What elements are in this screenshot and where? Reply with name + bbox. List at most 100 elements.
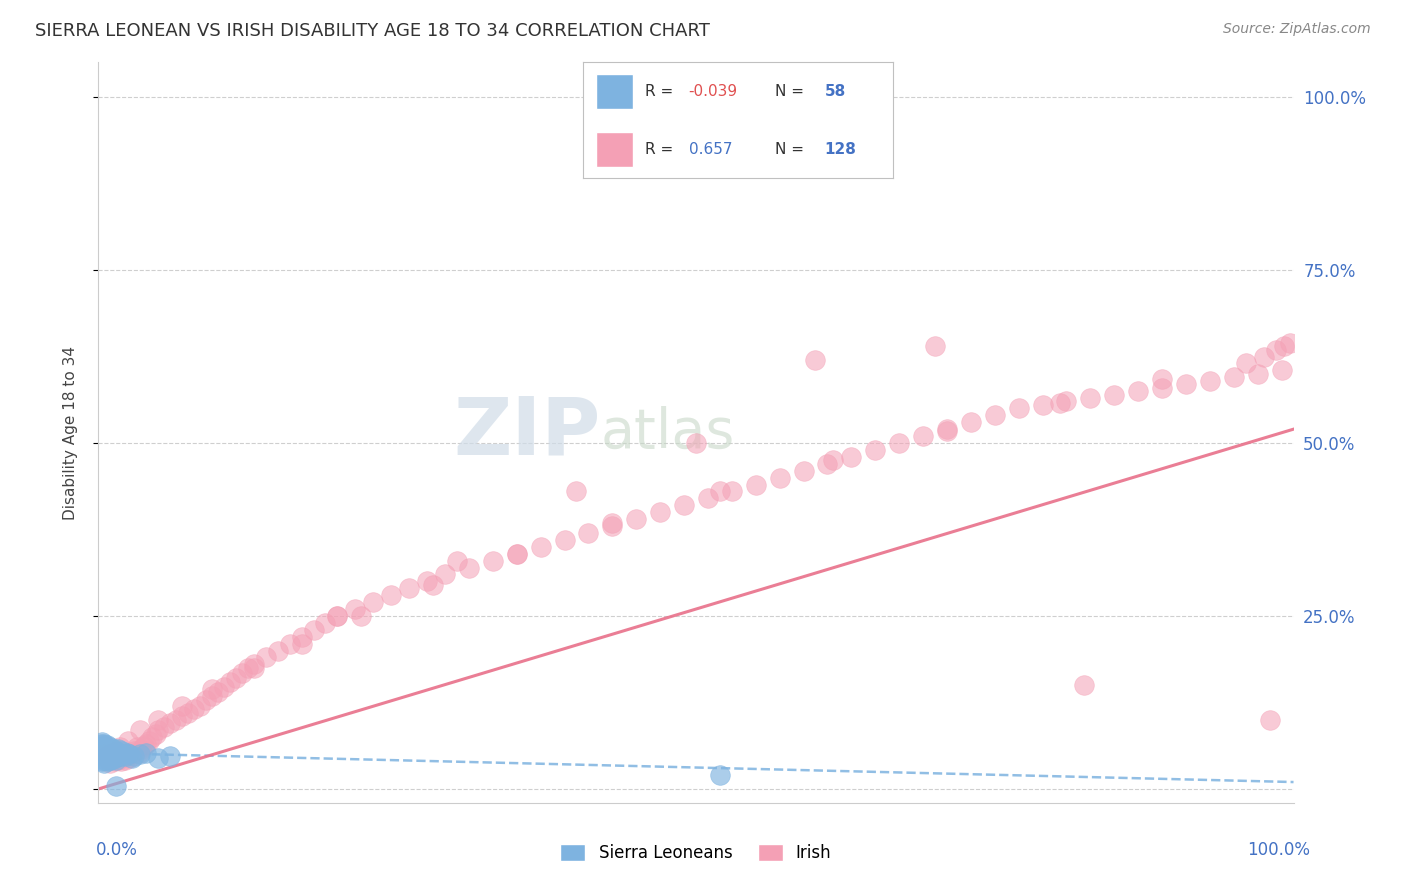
Point bbox=[1056, 394, 1078, 409]
Point bbox=[626, 512, 648, 526]
Point bbox=[93, 756, 115, 770]
Point bbox=[153, 720, 176, 734]
Point bbox=[267, 643, 290, 657]
Point bbox=[117, 746, 139, 760]
Point bbox=[554, 533, 576, 547]
Point bbox=[602, 519, 624, 533]
Point bbox=[98, 745, 121, 759]
Point bbox=[380, 588, 402, 602]
Point bbox=[94, 753, 117, 767]
Point bbox=[183, 702, 205, 716]
Point bbox=[231, 665, 253, 680]
Point bbox=[115, 746, 138, 760]
Point bbox=[565, 484, 588, 499]
Point bbox=[172, 698, 194, 713]
Point bbox=[236, 661, 259, 675]
Point bbox=[1234, 356, 1257, 370]
Point bbox=[121, 747, 143, 762]
Point bbox=[115, 748, 138, 763]
Point bbox=[984, 409, 1007, 423]
Point bbox=[195, 693, 218, 707]
Point bbox=[91, 747, 114, 762]
Point bbox=[924, 339, 946, 353]
Text: 0.0%: 0.0% bbox=[96, 840, 138, 858]
Point bbox=[96, 751, 118, 765]
Point bbox=[1152, 372, 1174, 386]
Point bbox=[326, 609, 349, 624]
Point bbox=[1175, 377, 1198, 392]
Point bbox=[148, 751, 170, 765]
Point bbox=[97, 748, 120, 763]
Point bbox=[936, 422, 959, 436]
Point bbox=[841, 450, 863, 464]
Bar bbox=[596, 74, 633, 109]
Point bbox=[110, 748, 132, 763]
Point bbox=[135, 746, 157, 760]
Point bbox=[121, 751, 143, 765]
Point bbox=[1278, 335, 1301, 350]
Point bbox=[135, 737, 157, 751]
Legend: Sierra Leoneans, Irish: Sierra Leoneans, Irish bbox=[554, 837, 838, 869]
Text: R =: R = bbox=[645, 142, 673, 157]
Point bbox=[148, 713, 170, 727]
Point bbox=[105, 779, 128, 793]
Point bbox=[104, 744, 127, 758]
Point bbox=[96, 744, 118, 758]
Point bbox=[91, 754, 114, 768]
Point bbox=[98, 756, 122, 770]
Point bbox=[105, 746, 128, 760]
Point bbox=[132, 739, 155, 753]
Point bbox=[97, 753, 120, 767]
Point bbox=[114, 748, 136, 763]
Point bbox=[326, 609, 349, 624]
Point bbox=[481, 554, 505, 568]
Point bbox=[1199, 374, 1222, 388]
Point bbox=[936, 424, 959, 438]
Point bbox=[201, 681, 224, 696]
Point bbox=[97, 747, 120, 762]
Point bbox=[91, 753, 114, 767]
Point bbox=[278, 637, 301, 651]
Point bbox=[94, 740, 117, 755]
Point bbox=[201, 689, 224, 703]
Point bbox=[93, 737, 115, 751]
Point bbox=[960, 415, 983, 429]
Point bbox=[89, 747, 111, 762]
Point bbox=[107, 748, 129, 763]
Point bbox=[865, 442, 887, 457]
Point bbox=[98, 753, 122, 767]
Point bbox=[97, 754, 120, 768]
Point bbox=[138, 733, 160, 747]
Point bbox=[1271, 363, 1294, 377]
Text: 58: 58 bbox=[825, 84, 846, 99]
Point bbox=[129, 723, 152, 738]
Text: -0.039: -0.039 bbox=[689, 84, 738, 99]
Point bbox=[1152, 381, 1174, 395]
Point bbox=[416, 574, 439, 589]
Point bbox=[254, 650, 277, 665]
Point bbox=[1073, 678, 1095, 692]
Point bbox=[118, 751, 141, 765]
Point bbox=[243, 661, 266, 675]
Point bbox=[1247, 367, 1270, 381]
Point bbox=[1080, 391, 1102, 405]
Text: SIERRA LEONEAN VS IRISH DISABILITY AGE 18 TO 34 CORRELATION CHART: SIERRA LEONEAN VS IRISH DISABILITY AGE 1… bbox=[35, 22, 710, 40]
Point bbox=[506, 547, 529, 561]
Point bbox=[141, 730, 163, 744]
Point bbox=[90, 737, 112, 751]
Point bbox=[434, 567, 457, 582]
Point bbox=[98, 747, 121, 762]
Point bbox=[446, 554, 468, 568]
Point bbox=[911, 429, 934, 443]
Point bbox=[93, 744, 115, 758]
Text: 100.0%: 100.0% bbox=[1247, 840, 1310, 858]
Point bbox=[103, 748, 125, 763]
Point bbox=[1128, 384, 1150, 398]
Bar bbox=[596, 132, 633, 167]
Point bbox=[118, 747, 141, 762]
Point bbox=[315, 615, 337, 630]
Point bbox=[145, 726, 167, 740]
Point bbox=[793, 464, 815, 478]
Point bbox=[148, 723, 170, 738]
Point bbox=[506, 547, 529, 561]
